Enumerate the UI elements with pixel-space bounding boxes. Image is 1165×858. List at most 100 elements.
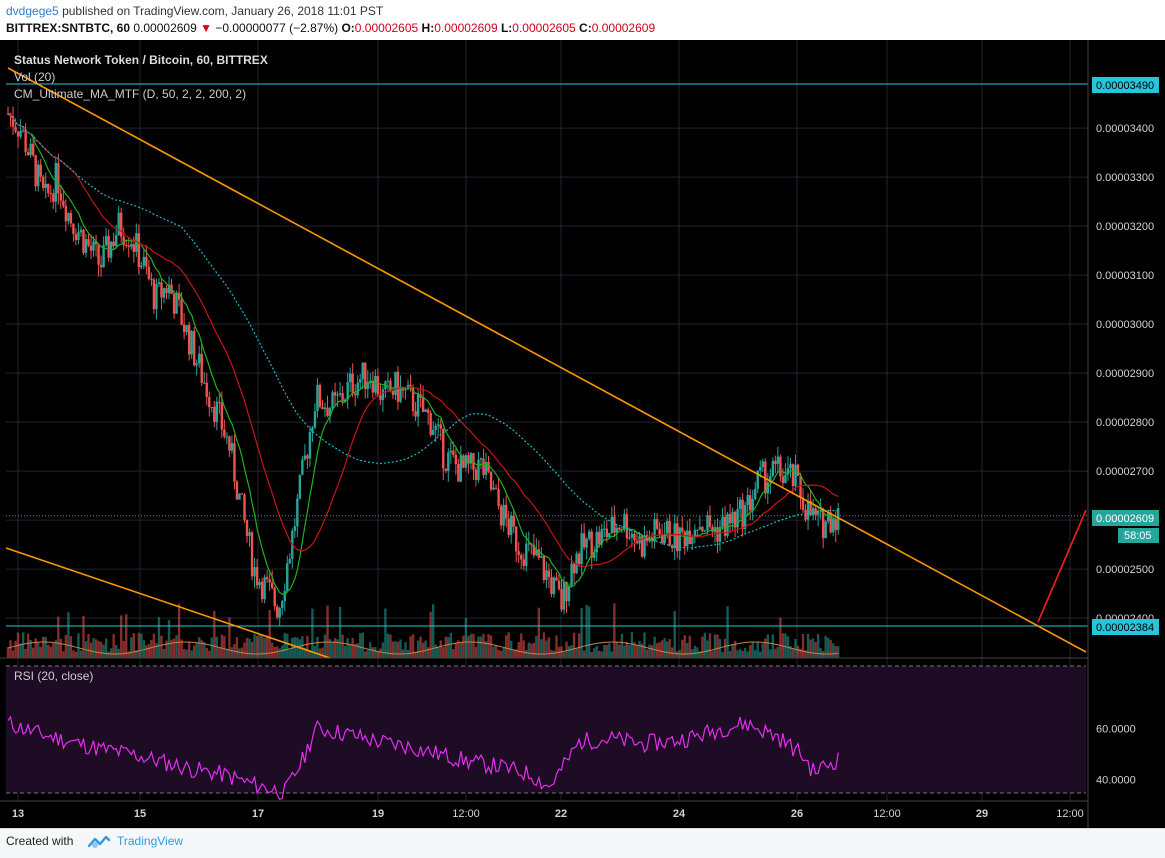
low-label: L: xyxy=(500,21,513,35)
volume-bar xyxy=(157,617,161,658)
candle-body xyxy=(665,521,669,535)
volume-bar xyxy=(658,642,661,658)
candle-body xyxy=(585,538,588,548)
volume-bar xyxy=(603,644,606,658)
volume-bar xyxy=(799,648,802,658)
created-with-label: Created with xyxy=(6,834,74,848)
candle-body xyxy=(429,413,432,436)
candle-body xyxy=(187,325,191,355)
candle-body xyxy=(431,429,435,436)
candle-body xyxy=(811,508,815,516)
volume-bar xyxy=(698,651,702,658)
candle-body xyxy=(776,456,780,464)
candle-body xyxy=(298,474,302,499)
volume-bar xyxy=(36,642,40,658)
candle-body xyxy=(736,508,739,528)
volume-bar xyxy=(756,641,759,658)
volume-bar xyxy=(64,635,68,658)
time-tick-label: 12:00 xyxy=(1056,808,1084,820)
volume-bar xyxy=(469,634,473,658)
price-tick-label: 0.00003400 xyxy=(1096,123,1154,135)
tradingview-link[interactable]: TradingView xyxy=(117,834,184,848)
volume-bar xyxy=(515,649,518,658)
candle-body xyxy=(484,462,488,475)
candle-body xyxy=(459,455,463,482)
volume-bar xyxy=(235,637,239,658)
candle-body xyxy=(26,152,30,156)
candle-body xyxy=(379,395,382,400)
candle-body xyxy=(278,607,281,618)
volume-bar xyxy=(517,642,520,658)
time-axis[interactable]: 13 15 17 19 12:00 22 24 26 12:00 29 12:00 xyxy=(12,808,1084,820)
price-tick-label: 0.00002500 xyxy=(1096,564,1154,576)
candle-body xyxy=(660,534,664,544)
candle-body xyxy=(600,528,603,545)
candle-body xyxy=(728,513,732,524)
volume-bar xyxy=(343,646,347,658)
volume-bar xyxy=(766,634,770,658)
candle-body xyxy=(469,453,473,464)
candle-body xyxy=(733,511,737,528)
candle-body xyxy=(31,143,35,156)
candle-body xyxy=(140,265,143,268)
candle-body xyxy=(706,515,709,531)
volume-bar xyxy=(346,638,349,658)
time-tick-label: 29 xyxy=(976,808,988,820)
candle-body xyxy=(673,523,676,549)
volume-bar xyxy=(311,608,314,658)
hline-top-badge-bg xyxy=(1092,77,1159,93)
candlesticks[interactable] xyxy=(6,106,840,626)
candle-body xyxy=(421,397,425,412)
candle-body xyxy=(391,391,395,395)
volume-bar xyxy=(281,645,284,658)
candle-body xyxy=(620,529,624,531)
moving-averages xyxy=(7,113,839,655)
candle-body xyxy=(693,529,697,538)
time-tick-label: 12:00 xyxy=(452,808,480,820)
volume-bar xyxy=(248,638,251,658)
candle-body xyxy=(356,382,359,396)
volume-bar xyxy=(821,651,825,658)
candle-body xyxy=(565,581,568,602)
volume-bar xyxy=(328,639,332,658)
price-axis[interactable]: 0.00003400 0.00003300 0.00003200 0.00003100… xyxy=(1096,123,1154,625)
candle-body xyxy=(794,464,797,487)
volume-bar xyxy=(288,649,291,658)
price-chart[interactable]: 0.00003400 0.00003300 0.00003200 0.00003100… xyxy=(0,40,1165,828)
candle-body xyxy=(540,556,543,558)
volume-bar xyxy=(633,642,636,658)
candle-body xyxy=(444,468,447,471)
volume-bar xyxy=(47,644,50,658)
candle-body xyxy=(598,531,601,545)
volume-bar xyxy=(52,643,55,658)
volume-bar xyxy=(34,638,37,658)
volume-bar xyxy=(404,642,407,658)
volume-bar xyxy=(527,642,530,658)
high-label: H: xyxy=(421,21,435,35)
candle-body xyxy=(200,353,203,383)
volume-bar xyxy=(525,649,528,658)
candle-body xyxy=(804,509,807,520)
volume-bar xyxy=(74,651,78,658)
volume-bar xyxy=(374,647,377,658)
candle-body xyxy=(331,392,334,409)
candle-body xyxy=(348,373,352,383)
time-tick-label: 24 xyxy=(673,808,686,820)
rsi-band xyxy=(6,666,1086,793)
volume-bar xyxy=(741,650,744,658)
chart-area[interactable]: 0.00003400 0.00003300 0.00003200 0.00003100… xyxy=(0,40,1165,828)
candle-body xyxy=(738,499,742,509)
last-price-badge: 0.00002609 xyxy=(1096,513,1154,525)
candle-body xyxy=(497,489,500,507)
author-link[interactable]: dvdgege5 xyxy=(6,4,59,18)
volume-bar xyxy=(723,638,727,658)
volume-bar xyxy=(147,644,151,658)
ohlc-line: BITTREX:SNTBTC, 60 0.00002609 ▼ −0.00000… xyxy=(6,21,655,35)
volume-bar xyxy=(467,635,470,658)
candle-body xyxy=(396,371,400,402)
drawings[interactable] xyxy=(5,67,1088,659)
candle-body xyxy=(550,576,553,595)
candle-body xyxy=(683,531,686,547)
volume-bar xyxy=(431,604,435,658)
volume-bar xyxy=(381,642,385,658)
